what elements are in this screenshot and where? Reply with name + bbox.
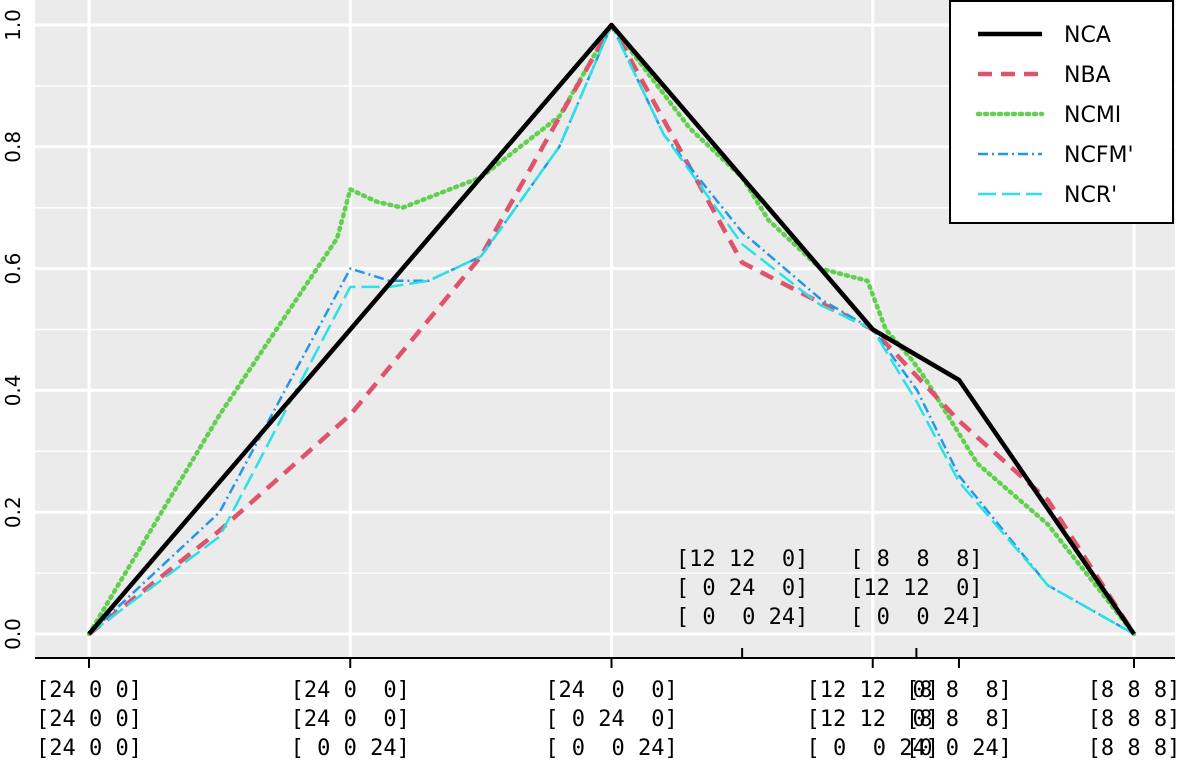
series-line-ncr [88,23,1135,636]
y-tick-label: 0.0 [1,618,25,650]
annotations: [12 12 0] [ 0 24 0] [ 0 0 24] [ 8 8 8] [12 1… [676,547,983,658]
x-tick-label: [24 0 0] [36,707,142,732]
legend: NCA NBA NCMI NCFM' NCR' [949,0,1174,224]
x-tick-label: [12 12 0] [807,678,939,703]
legend-label: NCR' [1064,183,1117,208]
x-tick-label: [24 0 0] [545,678,677,703]
annotation-label: [12 12 0] [850,576,982,601]
x-tick-label: [24 0 0] [291,707,410,732]
x-tick-label: [8 8 8] [906,678,1012,703]
x-tick-label: [8 8 8] [906,707,1012,732]
series-layer [86,22,1137,637]
y-tick-label: 0.4 [1,374,25,406]
x-tick-label: [8 8 8] [1088,736,1181,761]
x-tick-label: [0 0 24] [906,736,1012,761]
y-tick-label: 0.2 [1,496,25,528]
x-tick-label: [24 0 0] [36,736,142,761]
x-tick-label: [24 0 0] [36,678,142,703]
x-tick-label: [ 0 0 24] [807,736,939,761]
x-tick-label: [24 0 0] [291,678,410,703]
annotation-label: [ 0 0 24] [850,605,982,630]
legend-label: NCFM' [1064,143,1134,168]
annotation-label: [ 0 0 24] [676,605,808,630]
y-tick-label: 0.8 [1,131,25,163]
y-tick-label: 1.0 [1,9,25,41]
annotation-label: [ 0 24 0] [676,576,808,601]
series-line-nca [87,22,1136,636]
legend-label: NCA [1064,23,1111,48]
series-line-ncmi [86,22,1137,637]
x-tick-label: [ 0 0 24] [291,736,410,761]
y-tick-label: 0.6 [1,253,25,285]
legend-label: NBA [1064,63,1111,88]
y-axis: 0.0 0.2 0.4 0.6 0.8 1.0 [1,9,25,650]
x-axis: [24 0 0] [24 0 0] [24 0 0] [24 0 0] [24 0 0]… [36,658,1180,761]
legend-label: NCMI [1064,103,1121,128]
series-line-nba [87,22,1136,636]
x-tick-label: [12 12 0] [807,707,939,732]
annotation-label: [12 12 0] [676,547,808,572]
series-line-ncfm [88,23,1135,636]
x-tick-label: [ 0 24 0] [545,707,677,732]
x-tick-label: [8 8 8] [1088,678,1181,703]
annotation-label: [ 8 8 8] [850,547,982,572]
x-tick-label: [8 8 8] [1088,707,1181,732]
x-tick-label: [ 0 0 24] [545,736,677,761]
